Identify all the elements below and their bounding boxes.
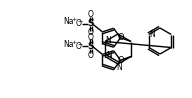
Text: +: + [72,40,77,45]
Text: +: + [72,17,77,22]
Text: O: O [117,56,124,65]
Text: N: N [106,51,112,60]
Text: N: N [116,63,122,72]
Text: Na: Na [63,40,74,49]
Text: N: N [106,36,111,45]
Text: O: O [88,51,93,60]
Text: Na: Na [63,17,74,26]
Text: O: O [88,28,93,37]
Text: O: O [88,10,93,19]
Text: −: − [77,18,83,23]
Text: N: N [149,29,155,39]
Text: O: O [117,33,124,42]
Text: −: − [77,41,83,46]
Text: S: S [87,19,94,28]
Text: S: S [87,42,94,51]
Text: O: O [75,19,81,28]
Text: O: O [75,42,81,51]
Text: O: O [88,33,93,42]
